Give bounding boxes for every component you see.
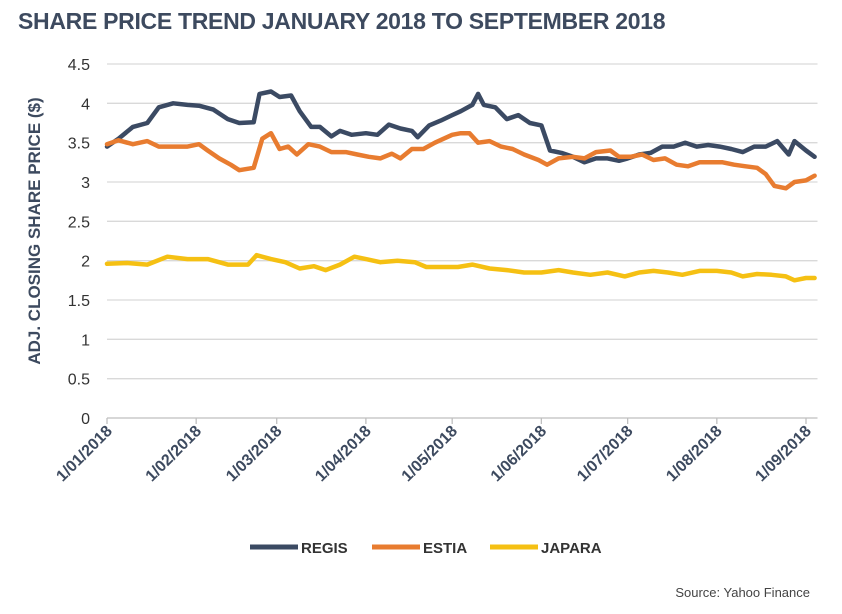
y-tick-labels: 0 0.5 1 1.5 2 2.5 3 3.5 4 4.5 [68, 57, 90, 428]
x-tick-label: 1/06/2018 [488, 423, 550, 485]
legend-label-regis: REGIS [301, 540, 348, 557]
y-tick-label: 2.5 [68, 214, 90, 231]
y-tick-label: 1 [81, 332, 90, 349]
series-line-japara [104, 252, 817, 283]
x-tick-label: 1/02/2018 [143, 423, 205, 485]
y-tick-label: 4 [81, 96, 90, 113]
series-lines [104, 89, 817, 283]
x-tick-label: 1/01/2018 [53, 423, 115, 485]
y-tick-label: 0 [81, 411, 90, 428]
series-line-estia [104, 130, 817, 191]
y-tick-label: 3.5 [68, 136, 90, 153]
source-note: Source: Yahoo Finance [675, 585, 810, 600]
x-tick-labels: 1/01/2018 1/02/2018 1/03/2018 1/04/2018 1/05… [53, 423, 814, 485]
y-tick-label: 4.5 [68, 57, 90, 74]
x-tick-label: 1/04/2018 [312, 423, 374, 485]
x-tick-label: 1/08/2018 [663, 423, 725, 485]
x-tick-label: 1/09/2018 [752, 423, 814, 485]
legend-label-estia: ESTIA [423, 540, 467, 557]
legend: REGIS ESTIA JAPARA [250, 540, 602, 557]
gridlines [106, 63, 818, 424]
chart-title: SHARE PRICE TREND JANUARY 2018 TO SEPTEM… [18, 8, 666, 34]
x-tick-label: 1/05/2018 [399, 423, 461, 485]
x-tick-label: 1/03/2018 [223, 423, 285, 485]
series-line-regis [104, 89, 817, 165]
y-tick-label: 3 [81, 175, 90, 192]
y-tick-label: 0.5 [68, 372, 90, 389]
legend-label-japara: JAPARA [541, 540, 602, 557]
x-tick-label: 1/07/2018 [574, 423, 636, 485]
y-axis-label: ADJ. CLOSING SHARE PRICE ($) [25, 97, 44, 364]
y-tick-label: 2 [81, 254, 90, 271]
y-tick-label: 1.5 [68, 293, 90, 310]
